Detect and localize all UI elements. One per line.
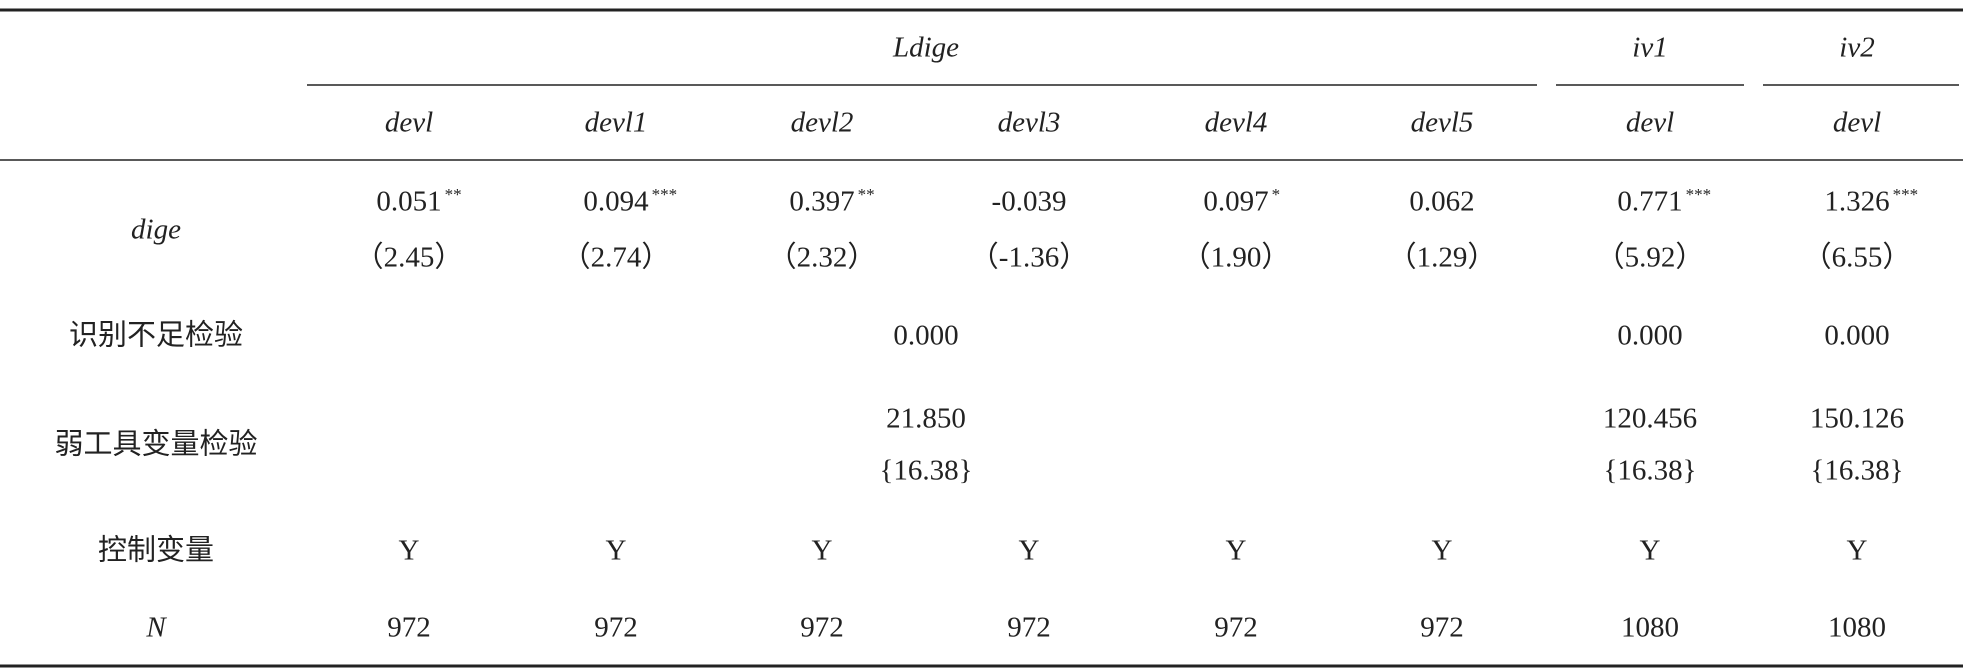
row-label: 弱工具变量检验	[54, 428, 257, 461]
column-header: devl	[385, 107, 433, 139]
cell: Y	[812, 535, 833, 567]
coefficient: 0.397	[789, 186, 854, 218]
column-header: devl3	[998, 107, 1061, 139]
coefficient: 0.771	[1617, 186, 1682, 218]
coefficient: 0.051	[376, 186, 441, 218]
column-header: devl1	[585, 107, 648, 139]
column-header: devl2	[791, 107, 854, 139]
significance-stars: **	[445, 185, 462, 204]
test-statistic: 21.850	[886, 403, 966, 435]
column-header: devl	[1626, 107, 1674, 139]
row-label: N	[145, 612, 167, 644]
group-header: iv1	[1632, 32, 1667, 64]
group-header: iv2	[1839, 32, 1874, 64]
significance-stars: *	[1272, 185, 1281, 204]
cell: 0.000	[893, 320, 958, 352]
test-statistic: 150.126	[1810, 403, 1904, 435]
coefficient: 1.326	[1824, 186, 1889, 218]
significance-stars: ***	[1893, 185, 1919, 204]
t-statistic: （2.32）	[768, 242, 877, 274]
cell: Y	[1432, 535, 1453, 567]
cell: Y	[1226, 535, 1247, 567]
t-statistic: （6.55）	[1803, 242, 1912, 274]
cell: 972	[800, 612, 844, 644]
cell: Y	[399, 535, 420, 567]
cell: 0.000	[1824, 320, 1889, 352]
cell: 0.000	[1617, 320, 1682, 352]
cell: 972	[594, 612, 638, 644]
cell: 972	[1214, 612, 1258, 644]
cell: 1080	[1828, 612, 1886, 644]
coefficient: -0.039	[992, 186, 1067, 218]
column-header: devl5	[1411, 107, 1474, 139]
t-statistic: （1.90）	[1182, 242, 1291, 274]
coefficient: 0.062	[1409, 186, 1474, 218]
significance-stars: **	[858, 185, 875, 204]
t-statistic: （-1.36）	[970, 242, 1088, 274]
t-statistic: （5.92）	[1596, 242, 1705, 274]
cell: 972	[387, 612, 431, 644]
cell: Y	[1847, 535, 1868, 567]
row-label: dige	[131, 214, 181, 246]
significance-stars: ***	[652, 185, 678, 204]
t-statistic: （1.29）	[1388, 242, 1497, 274]
coefficient: 0.094	[583, 186, 649, 218]
column-header: devl	[1833, 107, 1881, 139]
significance-stars: ***	[1686, 185, 1712, 204]
row-label: 控制变量	[98, 534, 214, 567]
cell: 1080	[1621, 612, 1679, 644]
t-statistic: （2.45）	[355, 242, 464, 274]
critical-value: {16.38}	[1603, 455, 1696, 487]
critical-value: {16.38}	[1810, 455, 1903, 487]
row-label: 识别不足检验	[69, 319, 243, 352]
cell: Y	[606, 535, 627, 567]
test-statistic: 120.456	[1603, 403, 1697, 435]
cell: Y	[1019, 535, 1040, 567]
coefficient: 0.097	[1203, 186, 1268, 218]
t-statistic: （2.74）	[562, 242, 671, 274]
critical-value: {16.38}	[879, 455, 972, 487]
column-header: devl4	[1205, 107, 1268, 139]
cell: Y	[1640, 535, 1661, 567]
cell: 972	[1007, 612, 1051, 644]
cell: 972	[1420, 612, 1464, 644]
group-header: Ldige	[892, 32, 959, 64]
